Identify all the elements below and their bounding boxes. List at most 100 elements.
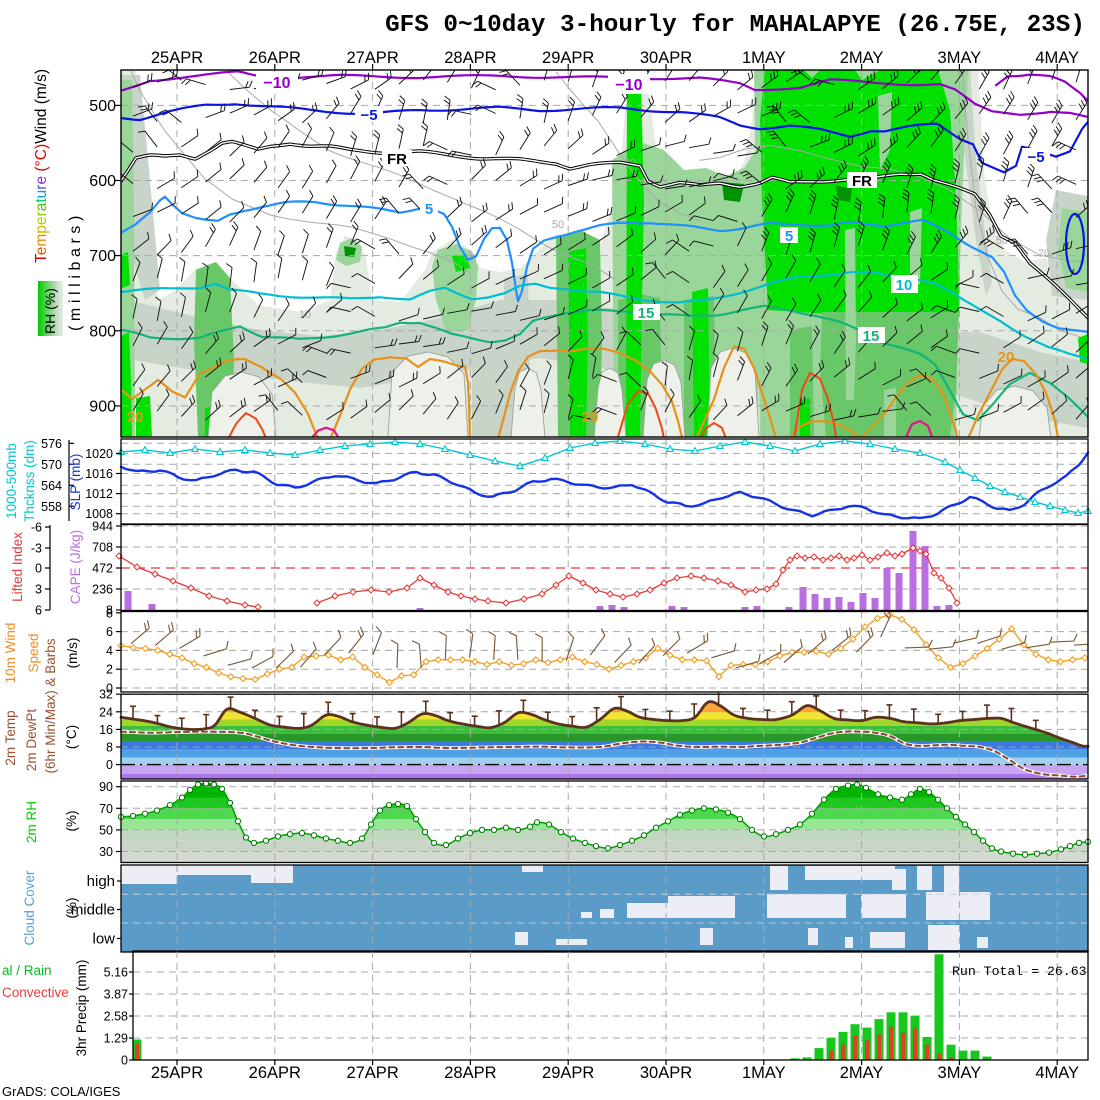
svg-text:30APR: 30APR (640, 49, 692, 67)
svg-text:29APR: 29APR (542, 1064, 594, 1082)
svg-text:5: 5 (425, 201, 433, 218)
svg-text:70: 70 (1038, 248, 1050, 260)
svg-text:−10: −10 (615, 77, 642, 94)
svg-text:500: 500 (89, 98, 116, 115)
svg-text:8: 8 (106, 604, 113, 618)
svg-text:50: 50 (552, 219, 564, 231)
svg-text:−10: −10 (263, 75, 290, 92)
svg-text:570: 570 (41, 458, 62, 472)
svg-text:25APR: 25APR (151, 1064, 203, 1082)
svg-text:32: 32 (99, 688, 113, 702)
svg-text:900: 900 (89, 398, 116, 415)
svg-text:576: 576 (41, 437, 62, 451)
svg-text:1MAY: 1MAY (742, 49, 786, 67)
svg-text:GFS 0~10day 3-hourly for MAHAL: GFS 0~10day 3-hourly for MAHALAPYE (26.7… (385, 12, 1085, 39)
svg-text:4MAY: 4MAY (1035, 1064, 1079, 1082)
svg-text:708: 708 (92, 541, 113, 555)
svg-text:Lifted Index: Lifted Index (10, 532, 25, 602)
svg-text:4MAY: 4MAY (1035, 49, 1079, 67)
svg-text:8: 8 (106, 741, 113, 755)
svg-text:16: 16 (99, 723, 113, 737)
svg-text:FR: FR (852, 173, 872, 190)
svg-text:Temperature (°C)Wind (m/s): Temperature (°C)Wind (m/s) (33, 69, 50, 263)
svg-text:-6: -6 (31, 521, 42, 535)
svg-text:2MAY: 2MAY (840, 1064, 884, 1082)
svg-text:90: 90 (99, 780, 113, 794)
svg-text:20: 20 (127, 409, 144, 426)
svg-text:15: 15 (638, 305, 655, 322)
svg-text:1016: 1016 (85, 467, 113, 481)
svg-text:0: 0 (106, 758, 113, 772)
svg-text:(m/s): (m/s) (65, 638, 80, 669)
svg-text:(millibars): (millibars) (67, 211, 84, 331)
svg-text:26APR: 26APR (249, 1064, 301, 1082)
svg-text:6: 6 (35, 604, 42, 618)
svg-text:800: 800 (89, 323, 116, 340)
svg-text:3MAY: 3MAY (938, 1064, 982, 1082)
svg-text:28APR: 28APR (444, 1064, 496, 1082)
svg-text:5: 5 (785, 228, 793, 245)
svg-text:600: 600 (89, 173, 116, 190)
svg-text:middle: middle (71, 902, 115, 919)
svg-text:FR: FR (387, 151, 407, 168)
svg-text:558: 558 (41, 500, 62, 514)
svg-text:27APR: 27APR (346, 49, 398, 67)
svg-text:29APR: 29APR (542, 49, 594, 67)
svg-text:0: 0 (106, 682, 113, 696)
svg-text:0: 0 (35, 562, 42, 576)
svg-text:1012: 1012 (85, 487, 113, 501)
svg-text:2MAY: 2MAY (840, 49, 884, 67)
svg-text:RH (%): RH (%) (42, 288, 58, 334)
svg-text:low: low (92, 931, 115, 948)
svg-text:700: 700 (89, 248, 116, 265)
svg-text:1008: 1008 (85, 507, 113, 521)
svg-text:1MAY: 1MAY (742, 1064, 786, 1082)
svg-text:2m RH: 2m RH (24, 801, 39, 843)
svg-text:CAPE (J/kg): CAPE (J/kg) (68, 530, 83, 604)
svg-text:Speed: Speed (26, 633, 41, 672)
svg-text:1020: 1020 (85, 447, 113, 461)
svg-text:2m DewPt: 2m DewPt (24, 709, 39, 772)
svg-text:28APR: 28APR (444, 49, 496, 67)
svg-text:26APR: 26APR (249, 49, 301, 67)
svg-text:15: 15 (863, 328, 880, 345)
svg-text:high: high (87, 873, 115, 890)
svg-text:-3: -3 (31, 542, 42, 556)
svg-text:2: 2 (106, 663, 113, 677)
svg-text:SLP (mb): SLP (mb) (68, 454, 83, 511)
svg-text:20: 20 (582, 409, 599, 426)
svg-text:10m Wind: 10m Wind (3, 623, 18, 684)
svg-text:−5: −5 (1027, 149, 1044, 166)
svg-text:30APR: 30APR (640, 1064, 692, 1082)
svg-text:472: 472 (92, 562, 113, 576)
svg-text:1.29: 1.29 (104, 1032, 128, 1046)
svg-text:24: 24 (99, 705, 113, 719)
svg-text:30: 30 (99, 845, 113, 859)
svg-text:−5: −5 (360, 107, 377, 124)
svg-text:Cloud Cover: Cloud Cover (22, 870, 37, 946)
svg-text:8: 8 (106, 606, 113, 620)
svg-text:(°C): (°C) (64, 725, 79, 749)
svg-text:4: 4 (106, 644, 113, 658)
svg-text:70: 70 (99, 802, 113, 816)
svg-text:GrADS: COLA/IGES: GrADS: COLA/IGES (2, 1084, 121, 1099)
svg-text:Convective: Convective (2, 985, 69, 1000)
svg-text:1000-500mb: 1000-500mb (4, 443, 19, 519)
svg-text:(6hr Min/Max) & Barbs: (6hr Min/Max) & Barbs (43, 638, 58, 773)
svg-text:0: 0 (121, 1054, 128, 1068)
svg-text:10: 10 (896, 277, 913, 294)
svg-text:(%): (%) (64, 811, 79, 832)
svg-text:50: 50 (99, 823, 113, 837)
svg-text:6: 6 (106, 625, 113, 639)
svg-text:(%): (%) (64, 898, 79, 919)
svg-text:20: 20 (998, 349, 1015, 366)
svg-text:27APR: 27APR (346, 1064, 398, 1082)
svg-text:al / Rain: al / Rain (2, 963, 52, 978)
svg-text:Run Total = 26.63: Run Total = 26.63 (952, 964, 1087, 979)
svg-text:564: 564 (41, 479, 62, 493)
svg-text:3.87: 3.87 (104, 988, 128, 1002)
svg-text:25APR: 25APR (151, 49, 203, 67)
svg-text:2.58: 2.58 (104, 1010, 128, 1024)
svg-text:2m Temp: 2m Temp (3, 710, 18, 765)
svg-text:944: 944 (92, 520, 113, 534)
